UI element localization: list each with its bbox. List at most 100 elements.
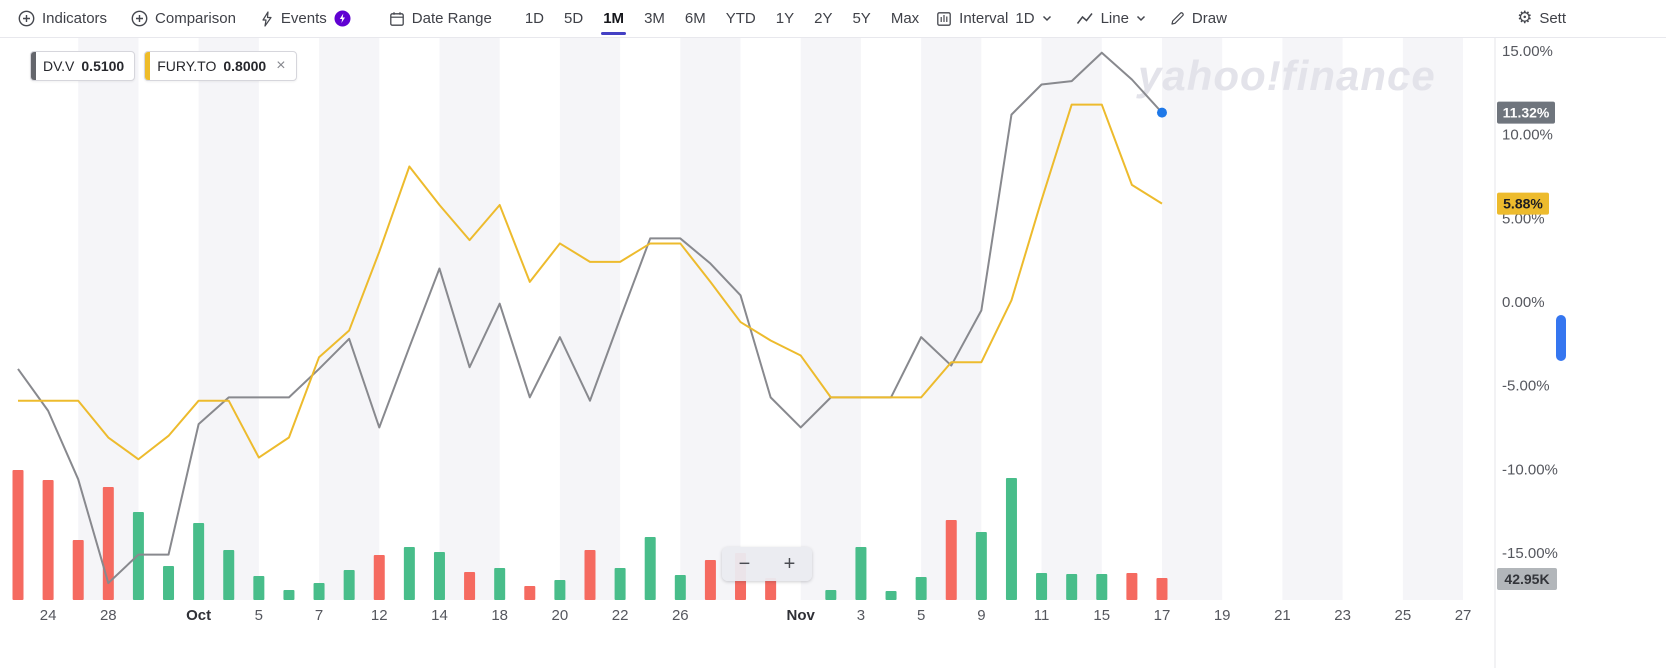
last-price-dot (1156, 107, 1167, 118)
draw-label: Draw (1191, 10, 1227, 27)
range-button-2y[interactable]: 2Y (814, 10, 833, 27)
fury-price-badge-label: 5.88% (1503, 196, 1543, 212)
range-button-6m[interactable]: 6M (684, 10, 706, 27)
interval-button[interactable]: Interval 1D (936, 10, 1051, 27)
volume-bar (343, 570, 355, 600)
series-color-bar (31, 52, 36, 80)
interval-icon (937, 11, 952, 26)
volume-bar (584, 550, 596, 600)
legend-symbol: FURY.TO (157, 58, 217, 74)
volume-bar (1156, 578, 1168, 600)
chevron-down-icon (1136, 15, 1145, 22)
y-axis-label: -10.00% (1502, 461, 1558, 478)
range-button-3m[interactable]: 3M (644, 10, 665, 27)
volume-bar (433, 552, 445, 600)
y-axis-label: 10.00% (1502, 127, 1553, 144)
gear-icon: ⚙ (1517, 8, 1533, 28)
zoom-in-button[interactable]: + (772, 550, 808, 578)
events-button[interactable]: Events (260, 10, 351, 27)
volume-bar (403, 547, 415, 600)
chart-toolbar: Indicators Comparison Events Date Range … (0, 0, 1666, 38)
range-button-5y[interactable]: 5Y (852, 10, 871, 27)
zoom-controls: − + (722, 547, 812, 581)
x-axis-label: 14 (431, 607, 448, 624)
range-button-1m[interactable]: 1M (596, 8, 631, 35)
legend-chip-fury[interactable]: FURY.TO 0.8000 × (144, 51, 297, 81)
chart-type-button[interactable]: Line (1076, 10, 1146, 27)
background-band (921, 38, 982, 600)
x-axis-label: 27 (1455, 607, 1472, 624)
range-button-1y[interactable]: 1Y (775, 10, 795, 27)
chart-type-label: Line (1100, 10, 1129, 27)
x-axis-label: 7 (315, 607, 323, 624)
x-axis-label: 23 (1334, 607, 1351, 624)
chevron-down-icon (1042, 15, 1051, 22)
background-band (680, 38, 741, 600)
volume-bar (554, 580, 566, 600)
volume-bar (855, 547, 867, 600)
x-axis-label: 12 (371, 607, 388, 624)
volume-bar (524, 586, 536, 600)
chart-svg[interactable]: yahoo!finance15.00%10.00%5.00%0.00%-5.00… (0, 38, 1666, 668)
x-axis-label: 5 (917, 607, 925, 624)
x-axis-label: 22 (612, 607, 629, 624)
background-band (1041, 38, 1102, 600)
x-axis-label: 21 (1274, 607, 1291, 624)
background-band (319, 38, 380, 600)
volume-bar (132, 512, 144, 600)
furyto-line (18, 103, 1163, 461)
date-range-button[interactable]: Date Range (389, 10, 492, 27)
background-band (198, 38, 259, 600)
volume-bar (1066, 574, 1078, 600)
close-icon[interactable]: × (276, 57, 286, 74)
x-axis-label: 3 (857, 607, 865, 624)
range-button-1d[interactable]: 1D (524, 10, 545, 27)
volume-bar (975, 532, 987, 600)
x-axis-label: Nov (787, 607, 816, 624)
range-button-ytd[interactable]: YTD (725, 10, 756, 27)
volume-bar (1005, 478, 1017, 600)
comparison-label: Comparison (155, 10, 236, 27)
volume-bar (614, 568, 626, 600)
volume-bar (12, 470, 24, 600)
calendar-icon (389, 11, 404, 26)
fury-price-badge (1497, 192, 1549, 215)
indicators-label: Indicators (42, 10, 108, 27)
draw-button[interactable]: Draw (1170, 10, 1227, 27)
zoom-out-button[interactable]: − (727, 550, 763, 578)
settings-button[interactable]: ⚙ Sett (1517, 8, 1566, 28)
comparison-button[interactable]: Comparison (131, 10, 236, 27)
volume-bar (704, 560, 716, 600)
x-axis-label: 11 (1034, 607, 1050, 624)
legend-symbol: DV.V (43, 58, 75, 74)
x-axis-label: 25 (1394, 607, 1411, 624)
range-button-5d[interactable]: 5D (564, 10, 584, 27)
x-axis-label: 15 (1093, 607, 1110, 624)
volume-bar (283, 590, 295, 600)
circle-plus-icon (18, 10, 35, 27)
volume-bar (644, 537, 656, 600)
volume-bar (674, 575, 686, 600)
volume-bar (765, 578, 777, 600)
indicators-button[interactable]: Indicators (18, 10, 107, 27)
volume-bar (1036, 573, 1048, 600)
yahoo-finance-watermark: yahoo!finance (1136, 52, 1436, 99)
legend-value: 0.8000 (223, 58, 267, 74)
legend-chip-dvv[interactable]: DV.V 0.5100 (30, 51, 136, 81)
y-axis-label: -15.00% (1502, 545, 1558, 562)
lightning-icon (262, 10, 272, 27)
volume-bar (42, 480, 54, 600)
volume-bar (223, 550, 235, 600)
volume-bar (253, 576, 265, 600)
volume-bar (313, 583, 325, 600)
date-range-label: Date Range (411, 10, 492, 27)
volume-bar (945, 520, 957, 600)
range-buttons: 1D 5D 1M 3M 6M YTD 1Y 2Y 5Y Max (518, 8, 926, 35)
legend: DV.V 0.5100 FURY.TO 0.8000 × (30, 51, 297, 81)
range-button-max[interactable]: Max (890, 10, 920, 27)
axis-scrollbar[interactable] (1556, 315, 1566, 361)
events-premium-badge-icon (334, 10, 351, 27)
x-axis-label: 18 (491, 607, 508, 624)
volume-bar (1096, 574, 1108, 600)
